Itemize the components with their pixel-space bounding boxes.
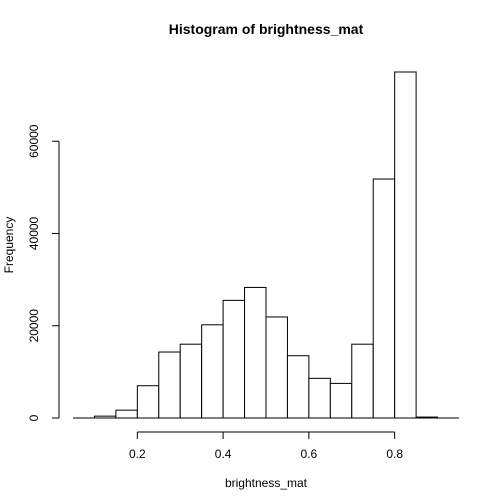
y-axis: 0 20000 40000 60000 — [27, 124, 60, 421]
histogram-bar — [308, 377, 331, 419]
histogram-bar — [286, 355, 310, 419]
histogram-bar — [329, 382, 353, 419]
x-tick-label: 0.6 — [301, 447, 318, 461]
histogram-bar — [115, 409, 138, 419]
y-tick-label: 60000 — [27, 124, 41, 158]
histogram-bar — [201, 324, 224, 419]
histogram-bar — [394, 71, 417, 419]
y-tick-label: 40000 — [27, 216, 41, 250]
histogram-bar — [158, 351, 181, 419]
histogram-bar — [244, 286, 267, 419]
histogram-bar — [136, 385, 160, 419]
y-axis-label: Frequency — [2, 217, 16, 274]
histogram-bar — [265, 316, 288, 419]
x-tick-label: 0.8 — [386, 447, 403, 461]
y-tick-label: 0 — [27, 414, 41, 421]
x-axis-label: brightness_mat — [225, 476, 308, 490]
x-axis: 0.2 0.4 0.6 0.8 — [129, 431, 403, 461]
histogram-bar — [222, 299, 246, 419]
y-tick-label: 20000 — [27, 309, 41, 343]
x-tick-label: 0.4 — [215, 447, 232, 461]
histogram-bar — [372, 178, 396, 419]
x-tick-label: 0.2 — [129, 447, 146, 461]
chart-title: Histogram of brightness_mat — [169, 21, 364, 37]
histogram-bars — [73, 71, 459, 419]
histogram-bar — [351, 343, 374, 419]
histogram-bar — [179, 343, 203, 419]
